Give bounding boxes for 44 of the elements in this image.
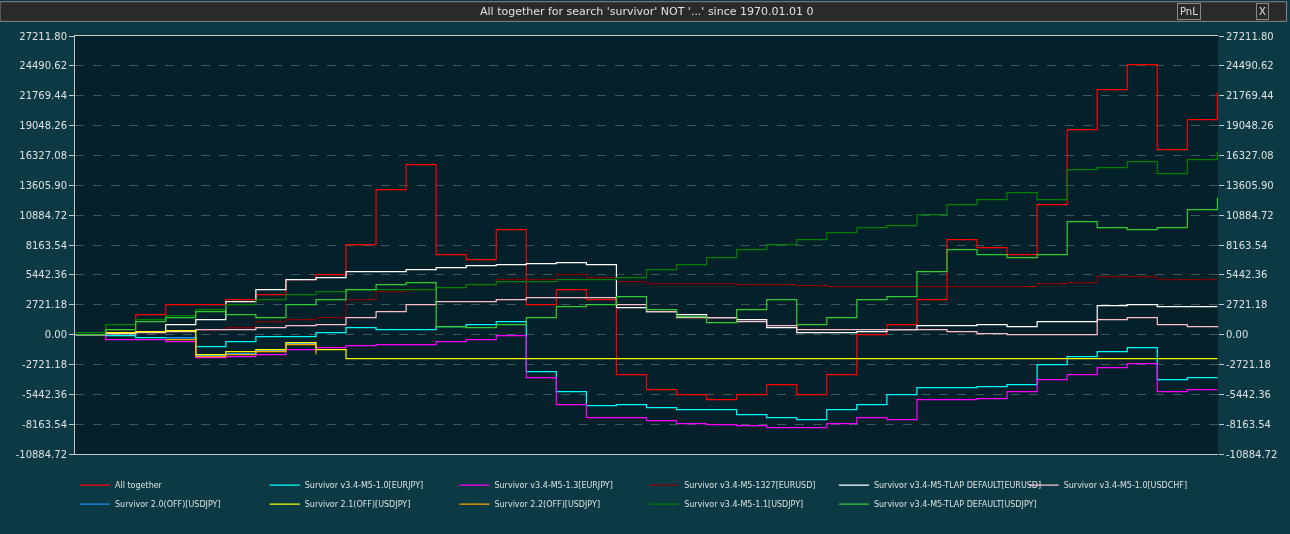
y2-tick-label: 21769.44 — [1226, 90, 1274, 102]
y2-tick-label: 13605.90 — [1226, 179, 1274, 191]
y-tick-label: 27211.80 — [19, 30, 67, 42]
y-tick-label: 13605.90 — [19, 179, 67, 191]
y-tick-label: 10884.72 — [19, 209, 67, 221]
y2-tick-label: 16327.08 — [1226, 149, 1274, 161]
y-tick-label: 19048.26 — [19, 120, 67, 132]
y2-tick-label: -8163.54 — [1226, 418, 1271, 430]
y2-tick-label: -10884.72 — [1226, 448, 1278, 460]
chart-title: All together for search 'survivor' NOT '...' since 1970.01.01 0 — [480, 5, 814, 18]
y2-tick-label: 24490.62 — [1226, 60, 1274, 72]
y-tick-label: -8163.54 — [22, 418, 67, 430]
legend-label: All together — [115, 481, 163, 491]
y-tick-label: -2721.18 — [22, 358, 67, 370]
legend-label: Survivor v3.4-M5-TLAP DEFAULT[USDJPY] — [873, 500, 1037, 510]
legend-label: Survivor 2.0(OFF)[USDJPY] — [115, 500, 221, 510]
y2-tick-label: 8163.54 — [1226, 239, 1268, 251]
y2-tick-label: 0.00 — [1226, 329, 1249, 341]
y2-tick-label: -2721.18 — [1226, 358, 1271, 370]
y2-tick-label: 2721.18 — [1226, 299, 1268, 311]
y-tick-label: 24490.62 — [19, 60, 67, 72]
text: X — [1259, 6, 1266, 17]
y-tick-label: 16327.08 — [19, 149, 67, 161]
y2-tick-label: -5442.36 — [1226, 388, 1271, 400]
y2-tick-label: 19048.26 — [1226, 120, 1274, 132]
y-tick-label: 0.00 — [44, 329, 67, 341]
y2-tick-label: 5442.36 — [1226, 269, 1268, 281]
legend-label: Survivor v3.4-M5-1.3[EURJPY] — [494, 481, 613, 491]
legend-label: Survivor v3.4-M5-TLAP DEFAULT[EURUSD] — [873, 481, 1042, 491]
text: PnL — [1180, 6, 1199, 17]
y-tick-label: 5442.36 — [25, 269, 67, 281]
legend-label: Survivor v3.4-M5-1.0[EURJPY] — [304, 481, 424, 491]
legend-label: Survivor v3.4-M5-1327[EURUSD] — [684, 481, 816, 491]
y-tick-label: 2721.18 — [25, 299, 67, 311]
legend-label: Survivor v3.4-M5-1.0[USDCHF] — [1063, 481, 1188, 491]
y-tick-label: -5442.36 — [22, 388, 67, 400]
y-tick-label: 21769.44 — [19, 90, 67, 102]
y-tick-label: 8163.54 — [25, 239, 67, 251]
legend-label: Survivor 2.2(OFF)[USDJPY] — [494, 500, 601, 510]
legend-label: Survivor v3.4-M5-1.1[USDJPY] — [684, 500, 804, 510]
y2-tick-label: 10884.72 — [1226, 209, 1274, 221]
y2-tick-label: 27211.80 — [1226, 30, 1274, 42]
legend-label: Survivor 2.1(OFF)[USDJPY] — [304, 500, 411, 510]
y-tick-label: -10884.72 — [15, 448, 67, 460]
